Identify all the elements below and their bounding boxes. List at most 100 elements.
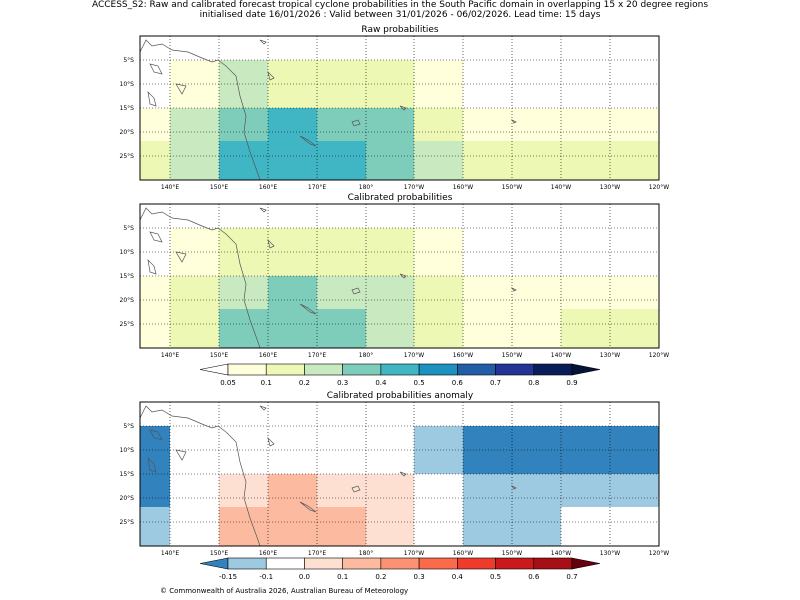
probability-cell [561, 276, 659, 309]
coastline [267, 436, 275, 447]
lon-tick-label: 120°W [649, 550, 669, 557]
map-frame [139, 203, 660, 349]
coastline [175, 83, 187, 95]
lat-tick-label: 15°S [120, 273, 135, 280]
probability-cell [463, 474, 512, 507]
lon-tick-label: 140°E [161, 550, 179, 557]
coastline [299, 303, 317, 315]
figure-subtitle: initialised date 16/01/2026 : Valid betw… [199, 10, 601, 20]
probability-cell [512, 474, 561, 507]
probability-cell [170, 276, 219, 309]
lon-tick-label: 180° [359, 352, 373, 359]
probability-cell [512, 507, 561, 546]
colorbar-label: 0.5 [414, 379, 425, 387]
probability-cell [512, 309, 561, 348]
probability-cell [219, 108, 268, 141]
lon-tick-label: 120°W [649, 352, 669, 359]
probability-cell [463, 141, 512, 180]
probability-cell [414, 474, 463, 507]
probability-cell [268, 276, 317, 309]
colorbar-swatch [342, 363, 382, 376]
probability-cell [219, 507, 268, 546]
lat-tick-label: 20°S [120, 495, 135, 502]
probability-cell [366, 108, 414, 141]
colorbar-label: 0.6 [528, 573, 540, 581]
coastline [267, 70, 275, 81]
lon-tick-label: 160°W [453, 352, 473, 359]
lat-tick-label: 20°S [120, 129, 135, 136]
colorbar-extend-max [571, 363, 601, 376]
probability-cell [219, 141, 268, 180]
lat-tick-label: 5°S [123, 57, 134, 64]
colorbar-label: 0.2 [299, 379, 310, 387]
colorbar-swatch [457, 363, 496, 376]
lat-tick-label: 5°S [123, 225, 134, 232]
coastline [147, 90, 157, 107]
lon-tick-label: 160°E [259, 184, 277, 191]
probability-cell [140, 507, 170, 546]
lon-tick-label: 160°E [259, 550, 277, 557]
lon-tick-label: 180° [359, 550, 373, 557]
colorbar-swatch [304, 363, 343, 376]
probability-cell [463, 309, 512, 348]
coastline [351, 119, 361, 127]
colorbar-extend-min [199, 557, 229, 570]
lat-tick-label: 25°S [120, 321, 135, 328]
probability-cell [463, 108, 512, 141]
coastline [259, 207, 267, 213]
colorbar-label: 0.5 [490, 573, 501, 581]
probability-cell [170, 474, 219, 507]
lon-tick-label: 160°W [453, 550, 473, 557]
lon-tick-label: 120°W [649, 184, 669, 191]
lon-tick-label: 150°W [502, 550, 522, 557]
probability-cell [414, 309, 463, 348]
probability-cell [268, 108, 317, 141]
probability-cell [414, 507, 463, 546]
probability-cell [140, 474, 170, 507]
colorbar-label: 0.1 [337, 573, 348, 581]
colorbar-swatch [495, 363, 535, 376]
lon-tick-label: 130°W [600, 352, 620, 359]
coastline [139, 207, 261, 349]
colorbar-label: 0.4 [452, 573, 464, 581]
map-frame [139, 35, 660, 181]
lon-tick-label: 170°W [404, 550, 424, 557]
probability-cell [414, 108, 463, 141]
probability-cell [140, 141, 170, 180]
colorbar-label: 0.4 [375, 379, 387, 387]
probability-cell [268, 507, 317, 546]
colorbar-label: 0.3 [414, 573, 425, 581]
lat-tick-label: 10°S [120, 81, 135, 88]
probability-cell [463, 276, 512, 309]
coastline [175, 449, 187, 461]
lon-tick-label: 160°E [259, 352, 277, 359]
colorbar-label: -0.15 [219, 573, 237, 581]
lon-tick-label: 150°E [210, 352, 228, 359]
colorbar-label: 0.7 [566, 573, 577, 581]
colorbar-swatch [533, 363, 573, 376]
coastline [399, 273, 407, 279]
panel-title: Calibrated probabilities anomaly [327, 391, 474, 401]
probability-cell [317, 507, 366, 546]
lat-tick-label: 10°S [120, 447, 135, 454]
colorbar-swatch [265, 363, 305, 376]
lon-tick-label: 170°W [404, 352, 424, 359]
lon-tick-label: 180° [359, 184, 373, 191]
lon-tick-label: 130°W [600, 184, 620, 191]
lon-tick-label: 170°W [404, 184, 424, 191]
colorbar-label: 0.3 [337, 379, 348, 387]
lon-tick-label: 150°E [210, 184, 228, 191]
lat-tick-label: 5°S [123, 423, 134, 430]
colorbar-swatch [342, 557, 382, 570]
colorbar-swatch [227, 557, 267, 570]
colorbar-swatch [418, 557, 458, 570]
coastline [510, 287, 517, 292]
colorbar-label: -0.1 [259, 573, 273, 581]
map-panel: 140°E 150°E 160°E 170°E 180° 170°W 160°W 150°W 1… [120, 35, 669, 191]
probability-cell [317, 309, 366, 348]
colorbar-label: 0.6 [452, 379, 464, 387]
probability-cell [561, 108, 659, 141]
probability-cell [268, 474, 317, 507]
colorbar-label: 0.2 [375, 573, 386, 581]
lon-tick-label: 140°W [551, 184, 571, 191]
